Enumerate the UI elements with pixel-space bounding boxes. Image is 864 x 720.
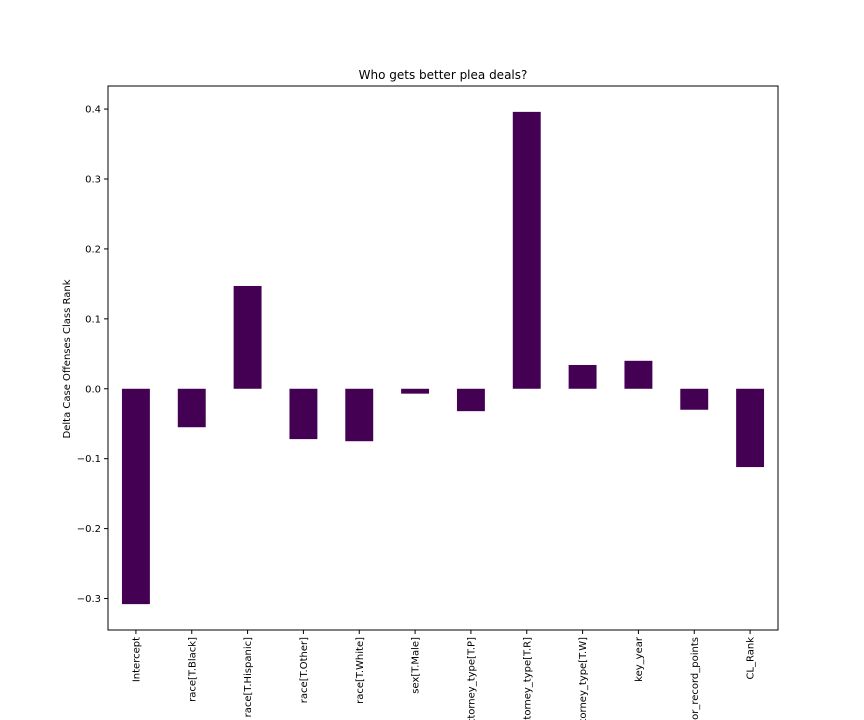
- x-tick-label: sex[T.Male]: [411, 637, 422, 694]
- x-axis: Intercept race[T.Black] race[T.Hispanic] ra…: [131, 630, 757, 720]
- bar-6: [456, 388, 485, 412]
- x-tick-label: key_year: [634, 636, 645, 682]
- bar-2: [233, 285, 262, 389]
- x-tick-label: race[T.White]: [355, 637, 366, 704]
- x-tick-label: attorney_type[T.W]: [578, 637, 589, 720]
- bar-3: [289, 388, 318, 440]
- bar-9: [624, 360, 653, 389]
- bar-7: [512, 111, 541, 389]
- bars-layer: [121, 111, 765, 605]
- x-tick-label: race[T.Hispanic]: [243, 637, 254, 717]
- y-tick-label: −0.1: [77, 454, 101, 465]
- bar-5: [401, 388, 430, 394]
- y-tick-label: 0.4: [85, 105, 101, 116]
- y-tick-label: 0.1: [85, 314, 101, 325]
- x-tick-label: attorney_type[T.R]: [522, 637, 533, 720]
- x-tick-label: Intercept: [131, 637, 142, 682]
- x-tick-label: race[T.Other]: [299, 637, 310, 703]
- y-tick-label: 0.0: [85, 384, 101, 395]
- x-tick-label: race[T.Black]: [187, 637, 198, 702]
- bar-11: [736, 388, 765, 468]
- bar-4: [345, 388, 374, 442]
- plot-frame: [107, 85, 779, 631]
- chart-title: Who gets better plea deals?: [359, 68, 528, 82]
- x-tick-label: CL_Rank: [746, 637, 757, 680]
- y-tick-label: −0.2: [77, 524, 101, 535]
- y-tick-label: −0.3: [77, 594, 101, 605]
- x-tick-label: prior_record_points: [690, 637, 701, 720]
- y-axis: −0.3 −0.2 −0.1 0.0 0.1 0.2 0.3 0.4: [77, 105, 108, 605]
- y-tick-label: 0.3: [85, 174, 101, 185]
- bar-8: [568, 364, 597, 389]
- y-axis-label: Delta Case Offenses Class Rank: [62, 279, 73, 438]
- bar-10: [680, 388, 709, 410]
- plot-area: −0.3 −0.2 −0.1 0.0 0.1 0.2 0.3 0.4 Intercept rac…: [77, 85, 779, 720]
- x-tick-label: attorney_type[T.P]: [466, 637, 477, 720]
- bar-0: [121, 388, 150, 605]
- bar-1: [177, 388, 206, 428]
- y-tick-label: 0.2: [85, 244, 101, 255]
